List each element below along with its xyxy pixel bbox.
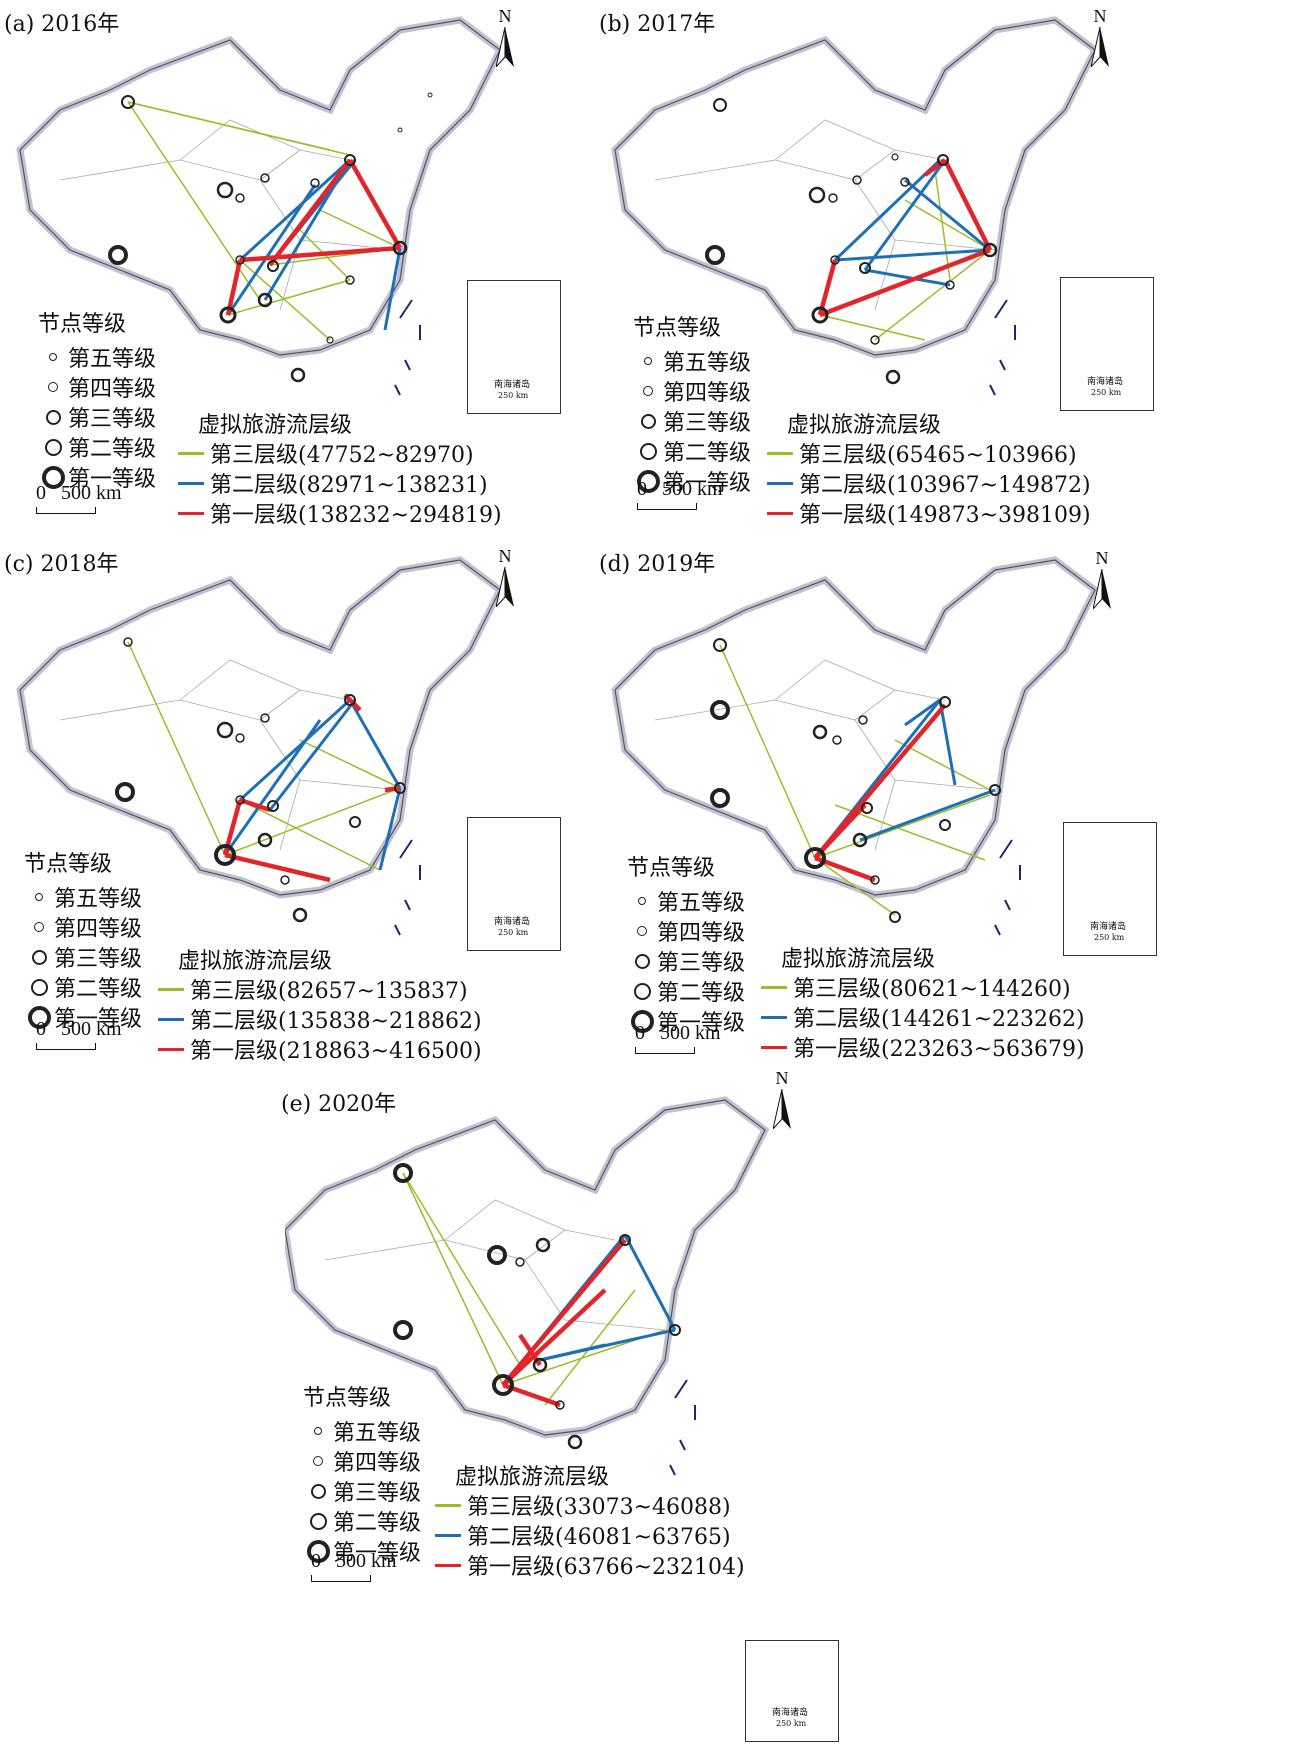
scale-bar: 0 500 km xyxy=(635,1022,721,1054)
panel-2017: (b) 2017年 N 南海诸岛 250 km 节点等级 第五等级 第四等级 第… xyxy=(595,0,1235,590)
node-legend: 节点等级 第五等级 第四等级 第三等级 第二等级 第一等级 xyxy=(633,316,752,496)
map-2018 xyxy=(16,556,505,936)
flow-legend: 虚拟旅游流层级 第三层级(82657~135837) 第二层级(135838~2… xyxy=(158,944,482,1064)
south-china-sea-inset: 南海诸岛 250 km xyxy=(467,280,561,414)
flow-legend: 虚拟旅游流层级 第三层级(33073~46088) 第二层级(46081~637… xyxy=(435,1460,745,1580)
panel-title: (d) 2019年 xyxy=(599,552,716,577)
south-china-sea-inset: 南海诸岛 250 km xyxy=(1063,822,1157,956)
north-arrow: N xyxy=(495,546,514,612)
panel-title: (e) 2020年 xyxy=(281,1092,397,1117)
nodes xyxy=(108,92,433,383)
south-china-sea-inset: 南海诸岛 250 km xyxy=(467,817,561,951)
north-arrow-icon xyxy=(1090,26,1109,69)
flow-legend: 虚拟旅游流层级 第三层级(47752~82970) 第二层级(82971~138… xyxy=(178,408,502,528)
north-arrow-icon xyxy=(1092,568,1111,611)
flow-legend: 虚拟旅游流层级 第三层级(65465~103966) 第二层级(103967~1… xyxy=(767,408,1091,528)
north-arrow: N xyxy=(1092,548,1111,614)
north-arrow-icon xyxy=(495,566,514,609)
panel-2019: (d) 2019年 N 南海诸岛 250 km 节点等级 第五等级 第四等级 第… xyxy=(595,540,1235,1130)
panel-2016: (a) 2016年 N 南海诸岛 250 km 节点等级 第五等级 第四等级 第… xyxy=(0,0,640,590)
scale-bar: 0 500 km xyxy=(311,1550,397,1582)
scale-bar: 0 500 km xyxy=(637,478,723,510)
north-arrow: N xyxy=(1090,6,1109,72)
map-2019 xyxy=(611,556,1100,936)
south-china-sea-inset-2020: 南海诸岛 250 km xyxy=(745,1640,839,1742)
flow-legend: 虚拟旅游流层级 第三层级(80621~144260) 第二层级(144261~2… xyxy=(761,942,1085,1062)
node-legend: 节点等级 第五等级 第四等级 第三等级 第二等级 第一等级 xyxy=(303,1386,422,1566)
panel-2018: (c) 2018年 N 南海诸岛 250 km 节点等级 第五等级 第四等级 第… xyxy=(0,540,640,1130)
panel-title: (b) 2017年 xyxy=(599,12,716,37)
map-2016 xyxy=(16,16,505,396)
scale-bar: 0 500 km xyxy=(36,482,122,514)
map-2017 xyxy=(611,16,1100,396)
panel-2020: (e) 2020年 N 节点等级 第五等级 第四等级 第三等级 第二等级 第一等… xyxy=(281,1068,925,1670)
panel-title: (a) 2016年 xyxy=(4,12,120,37)
map-2020 xyxy=(285,1096,770,1476)
north-arrow: N xyxy=(772,1068,791,1134)
north-arrow-icon xyxy=(772,1088,791,1131)
node-legend: 节点等级 第五等级 第四等级 第三等级 第二等级 第一等级 xyxy=(627,856,746,1036)
panel-title: (c) 2018年 xyxy=(4,552,119,577)
south-china-sea-inset: 南海诸岛 250 km xyxy=(1060,277,1154,411)
node-legend: 节点等级 第五等级 第四等级 第三等级 第二等级 第一等级 xyxy=(38,312,157,492)
north-arrow: N xyxy=(495,6,514,72)
node-legend: 节点等级 第五等级 第四等级 第三等级 第二等级 第一等级 xyxy=(24,852,143,1032)
north-arrow-icon xyxy=(495,26,514,69)
flows-first xyxy=(225,158,402,316)
scale-bar: 0 500 km xyxy=(36,1018,122,1050)
